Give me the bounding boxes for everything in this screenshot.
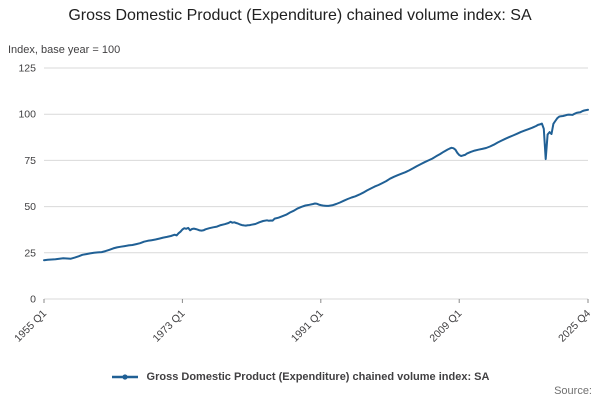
x-tick-label: 1991 Q1 (289, 308, 326, 345)
chart-title: Gross Domestic Product (Expenditure) cha… (68, 7, 532, 24)
y-axis-note: Index, base year = 100 (8, 44, 121, 56)
y-tick-label: 75 (24, 155, 36, 167)
y-tick-label: 25 (24, 247, 36, 259)
x-tick-label: 2025 Q4 (556, 308, 593, 345)
legend-marker-dot (121, 374, 128, 380)
y-tick-label: 100 (18, 109, 36, 121)
x-tick-label: 2009 Q1 (427, 308, 464, 345)
chart-legend: Gross Domestic Product (Expenditure) cha… (0, 371, 600, 383)
x-tick-label: 1955 Q1 (12, 308, 49, 345)
x-tick-label: 1973 Q1 (151, 308, 188, 345)
y-tick-label: 50 (24, 201, 36, 213)
gdp-series-line (43, 108, 589, 262)
y-tick-label: 0 (30, 294, 36, 306)
source-label: Source: (554, 385, 592, 397)
legend-label: Gross Domestic Product (Expenditure) cha… (146, 371, 490, 383)
legend-line-marker (111, 374, 138, 380)
y-tick-label: 125 (18, 63, 36, 75)
